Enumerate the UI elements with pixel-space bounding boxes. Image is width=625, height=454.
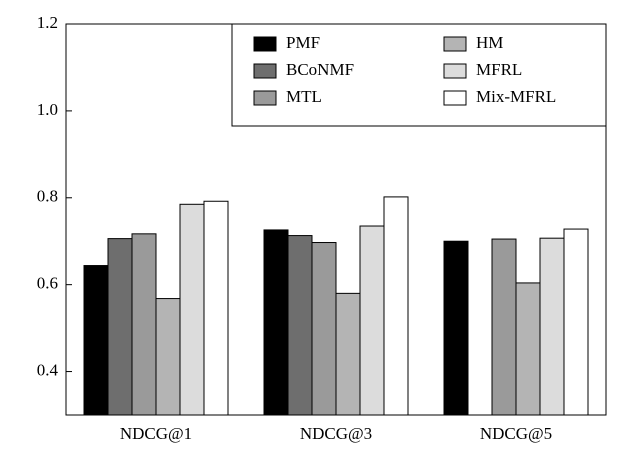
legend-swatch (443, 90, 467, 106)
x-tick-label: NDCG@1 (120, 424, 192, 443)
bar (563, 228, 589, 416)
y-tick-label: 0.8 (37, 187, 58, 206)
legend-label: BCoNMF (286, 60, 354, 79)
legend-label: MTL (286, 87, 322, 106)
bar (359, 225, 385, 416)
bar (83, 265, 109, 416)
bar (491, 238, 517, 416)
bar (107, 238, 133, 416)
bar (131, 233, 157, 416)
legend-label: Mix-MFRL (476, 87, 556, 106)
bar (203, 200, 229, 416)
legend-swatch (253, 36, 277, 52)
x-tick-label: NDCG@3 (300, 424, 372, 443)
legend-swatch (443, 36, 467, 52)
legend-box (231, 23, 607, 127)
y-tick-label: 1.2 (37, 13, 58, 32)
bar (539, 237, 565, 416)
legend-swatch (253, 63, 277, 79)
bar (311, 242, 337, 416)
bar (383, 196, 409, 416)
legend-swatch (253, 90, 277, 106)
legend-label: PMF (286, 33, 320, 52)
bar (515, 282, 541, 416)
bar (179, 203, 205, 416)
legend-label: HM (476, 33, 503, 52)
y-tick-label: 1.0 (37, 100, 58, 119)
bar (287, 235, 313, 416)
x-tick-label: NDCG@5 (480, 424, 552, 443)
bar (443, 240, 469, 416)
legend-swatch (443, 63, 467, 79)
bar (263, 229, 289, 416)
y-tick-label: 0.4 (37, 360, 59, 379)
legend-label: MFRL (476, 60, 522, 79)
bar (335, 292, 361, 416)
bar (155, 298, 181, 416)
y-tick-label: 0.6 (37, 274, 58, 293)
